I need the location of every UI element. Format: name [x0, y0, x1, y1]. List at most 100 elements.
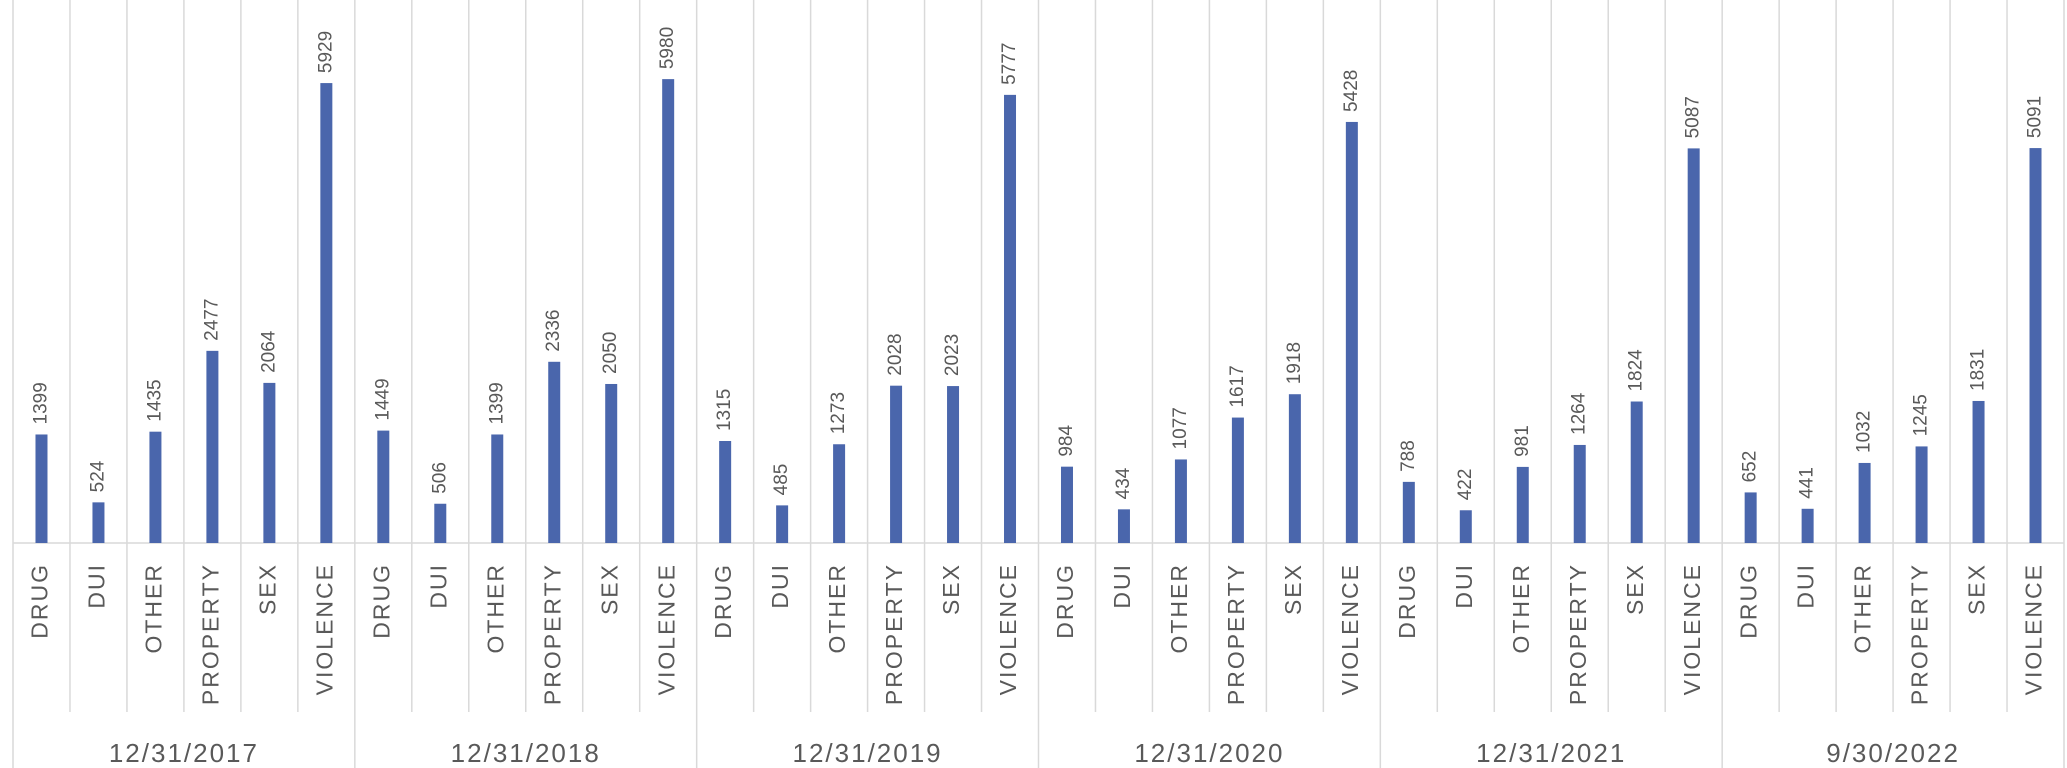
bar — [263, 382, 276, 543]
bar — [947, 386, 960, 543]
x-tick-label: OTHER — [141, 563, 167, 654]
bar — [1004, 94, 1017, 543]
value-label: 788 — [1398, 440, 1419, 472]
value-label: 1264 — [1569, 392, 1590, 435]
x-tick-label: DRUG — [1736, 563, 1762, 639]
x-tick-label: DRUG — [1052, 563, 1078, 639]
x-tick-label: DUI — [767, 563, 793, 609]
group-label: 12/31/2017 — [109, 738, 259, 768]
x-tick-label: SEX — [1280, 563, 1306, 615]
bar — [149, 431, 162, 543]
bar — [2029, 148, 2042, 543]
value-label: 524 — [87, 460, 108, 492]
bar — [548, 361, 561, 543]
value-label: 5091 — [2025, 96, 2046, 138]
bar — [1174, 459, 1187, 543]
value-label: 1315 — [714, 389, 735, 431]
value-label: 652 — [1740, 451, 1761, 483]
bar — [491, 434, 504, 543]
bar — [1231, 417, 1244, 543]
bar — [320, 83, 333, 543]
value-label: 981 — [1512, 425, 1533, 457]
value-label: 1032 — [1854, 411, 1875, 453]
value-label: 2028 — [885, 333, 906, 375]
value-label: 1245 — [1911, 394, 1932, 436]
x-tick-label: DUI — [1451, 563, 1477, 609]
value-label: 422 — [1455, 469, 1476, 501]
x-tick-label: DUI — [84, 563, 110, 609]
bar — [1801, 508, 1814, 543]
value-label: 1824 — [1626, 349, 1647, 392]
bar — [776, 505, 789, 543]
x-tick-label: OTHER — [824, 563, 850, 654]
value-label: 1399 — [486, 382, 507, 424]
group-label: 9/30/2022 — [1826, 738, 1960, 768]
x-tick-label: VIOLENCE — [995, 563, 1021, 695]
x-tick-label: SEX — [254, 563, 280, 615]
bar — [1687, 148, 1700, 543]
bar — [434, 503, 447, 543]
x-tick-label: PROPERTY — [1223, 563, 1249, 705]
value-label: 2064 — [258, 330, 279, 373]
x-tick-label: VIOLENCE — [653, 563, 679, 695]
value-label: 5777 — [999, 43, 1020, 85]
bar — [662, 79, 675, 543]
value-label: 1449 — [372, 378, 393, 420]
x-tick-label: SEX — [938, 563, 964, 615]
x-tick-label: DRUG — [368, 563, 394, 639]
x-tick-label: VIOLENCE — [2021, 563, 2047, 695]
value-label: 1617 — [1227, 365, 1248, 407]
bar — [1402, 481, 1415, 543]
bar — [35, 434, 48, 543]
value-label: 434 — [1113, 467, 1134, 499]
bar — [206, 350, 219, 543]
group-label: 12/31/2020 — [1134, 738, 1284, 768]
value-label: 2336 — [543, 310, 564, 352]
bar — [1117, 509, 1130, 543]
value-label: 1435 — [144, 379, 165, 421]
bar — [1459, 510, 1472, 543]
group-label: 12/31/2021 — [1476, 738, 1626, 768]
x-tick-label: DUI — [425, 563, 451, 609]
value-label: 1399 — [31, 382, 52, 424]
x-tick-label: DUI — [1109, 563, 1135, 609]
x-tick-label: DRUG — [710, 563, 736, 639]
x-tick-label: PROPERTY — [1907, 563, 1933, 705]
x-tick-label: PROPERTY — [539, 563, 565, 705]
value-label: 1831 — [1968, 349, 1989, 391]
value-label: 984 — [1056, 425, 1077, 457]
value-label: 485 — [771, 464, 792, 496]
value-label: 1918 — [1284, 342, 1305, 384]
x-tick-label: OTHER — [1508, 563, 1534, 654]
value-label: 5980 — [657, 27, 678, 69]
bar — [1288, 394, 1301, 543]
value-label: 5929 — [315, 31, 336, 73]
bar — [92, 502, 105, 543]
value-label: 1273 — [828, 392, 849, 434]
group-label: 12/31/2018 — [451, 738, 601, 768]
bar — [1573, 444, 1586, 543]
bar — [890, 385, 903, 543]
x-tick-label: DRUG — [1394, 563, 1420, 639]
x-tick-label: OTHER — [1166, 563, 1192, 654]
group-label: 12/31/2019 — [793, 738, 943, 768]
x-tick-label: SEX — [1622, 563, 1648, 615]
bar — [1972, 400, 1985, 543]
x-tick-label: OTHER — [1850, 563, 1876, 654]
bar — [719, 440, 732, 543]
value-label: 2023 — [942, 334, 963, 376]
bar — [1744, 492, 1757, 543]
value-label: 5087 — [1683, 96, 1704, 138]
value-label: 506 — [429, 462, 450, 494]
bar — [1915, 446, 1928, 543]
x-tick-label: VIOLENCE — [311, 563, 337, 695]
bar — [1345, 121, 1358, 543]
value-label: 441 — [1797, 467, 1818, 499]
x-tick-label: VIOLENCE — [1337, 563, 1363, 695]
value-label: 1077 — [1170, 407, 1191, 449]
x-tick-label: DUI — [1793, 563, 1819, 609]
bar — [1516, 466, 1529, 543]
bar — [1858, 462, 1871, 543]
bar — [605, 383, 618, 543]
